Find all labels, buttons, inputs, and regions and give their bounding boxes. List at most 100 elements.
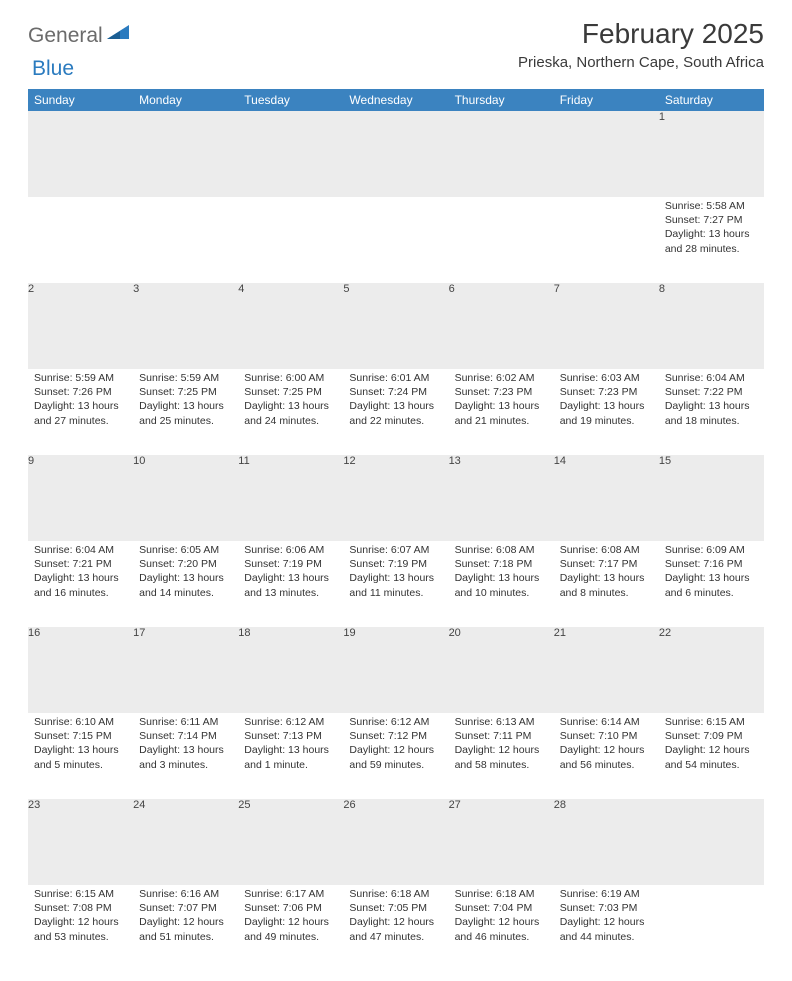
daylight-text: and 46 minutes. — [455, 930, 548, 944]
daylight-text: and 13 minutes. — [244, 586, 337, 600]
sunset-text: Sunset: 7:27 PM — [665, 213, 758, 227]
sunset-text: Sunset: 7:09 PM — [665, 729, 758, 743]
sunset-text: Sunset: 7:07 PM — [139, 901, 232, 915]
logo-word1: General — [28, 24, 103, 48]
sunrise-text: Sunrise: 6:18 AM — [349, 887, 442, 901]
day-cell-body: Sunrise: 6:08 AMSunset: 7:17 PMDaylight:… — [554, 541, 659, 604]
day-cell-body: Sunrise: 6:12 AMSunset: 7:12 PMDaylight:… — [343, 713, 448, 776]
daylight-text: Daylight: 13 hours — [560, 399, 653, 413]
calendar-table: Sunday Monday Tuesday Wednesday Thursday… — [28, 89, 764, 971]
day-number-cell: 19 — [343, 627, 448, 713]
day-cell-body: Sunrise: 6:18 AMSunset: 7:04 PMDaylight:… — [449, 885, 554, 948]
day-cell-body: Sunrise: 6:16 AMSunset: 7:07 PMDaylight:… — [133, 885, 238, 948]
day-cell-body: Sunrise: 6:09 AMSunset: 7:16 PMDaylight:… — [659, 541, 764, 604]
day-cell: Sunrise: 6:15 AMSunset: 7:09 PMDaylight:… — [659, 713, 764, 799]
day-number-cell: 14 — [554, 455, 659, 541]
day-number-cell: 5 — [343, 283, 448, 369]
day-number-cell: 23 — [28, 799, 133, 885]
day-cell — [238, 197, 343, 283]
daylight-text: Daylight: 13 hours — [139, 399, 232, 413]
daylight-text: Daylight: 13 hours — [244, 743, 337, 757]
sunset-text: Sunset: 7:25 PM — [139, 385, 232, 399]
sunset-text: Sunset: 7:24 PM — [349, 385, 442, 399]
day-cell: Sunrise: 6:04 AMSunset: 7:21 PMDaylight:… — [28, 541, 133, 627]
sunrise-text: Sunrise: 6:17 AM — [244, 887, 337, 901]
sunrise-text: Sunrise: 6:10 AM — [34, 715, 127, 729]
day-cell — [659, 885, 764, 971]
daylight-text: and 59 minutes. — [349, 758, 442, 772]
daylight-text: Daylight: 12 hours — [560, 915, 653, 929]
daylight-text: Daylight: 13 hours — [34, 399, 127, 413]
day-cell-body: Sunrise: 6:04 AMSunset: 7:21 PMDaylight:… — [28, 541, 133, 604]
sunset-text: Sunset: 7:19 PM — [244, 557, 337, 571]
sunset-text: Sunset: 7:26 PM — [34, 385, 127, 399]
sunset-text: Sunset: 7:03 PM — [560, 901, 653, 915]
daylight-text: Daylight: 13 hours — [665, 227, 758, 241]
daylight-text: Daylight: 12 hours — [139, 915, 232, 929]
day-cell-body: Sunrise: 6:00 AMSunset: 7:25 PMDaylight:… — [238, 369, 343, 432]
daylight-text: Daylight: 12 hours — [665, 743, 758, 757]
sunrise-text: Sunrise: 6:12 AM — [244, 715, 337, 729]
day-content-row: Sunrise: 6:15 AMSunset: 7:08 PMDaylight:… — [28, 885, 764, 971]
day-cell-body: Sunrise: 5:58 AMSunset: 7:27 PMDaylight:… — [659, 197, 764, 260]
day-cell: Sunrise: 6:06 AMSunset: 7:19 PMDaylight:… — [238, 541, 343, 627]
sunrise-text: Sunrise: 6:19 AM — [560, 887, 653, 901]
day-cell: Sunrise: 6:16 AMSunset: 7:07 PMDaylight:… — [133, 885, 238, 971]
day-content-row: Sunrise: 6:04 AMSunset: 7:21 PMDaylight:… — [28, 541, 764, 627]
day-number-row: 9101112131415 — [28, 455, 764, 541]
sunrise-text: Sunrise: 6:15 AM — [665, 715, 758, 729]
month-title: February 2025 — [518, 18, 764, 50]
day-number-row: 1 — [28, 111, 764, 197]
sunset-text: Sunset: 7:14 PM — [139, 729, 232, 743]
day-cell-body: Sunrise: 6:03 AMSunset: 7:23 PMDaylight:… — [554, 369, 659, 432]
day-number-cell: 28 — [554, 799, 659, 885]
sunrise-text: Sunrise: 6:08 AM — [560, 543, 653, 557]
sunrise-text: Sunrise: 6:07 AM — [349, 543, 442, 557]
day-number-row: 16171819202122 — [28, 627, 764, 713]
day-cell-body: Sunrise: 6:02 AMSunset: 7:23 PMDaylight:… — [449, 369, 554, 432]
day-cell: Sunrise: 5:59 AMSunset: 7:26 PMDaylight:… — [28, 369, 133, 455]
sunrise-text: Sunrise: 6:08 AM — [455, 543, 548, 557]
weekday-header: Saturday — [659, 89, 764, 111]
day-cell: Sunrise: 6:00 AMSunset: 7:25 PMDaylight:… — [238, 369, 343, 455]
sunset-text: Sunset: 7:06 PM — [244, 901, 337, 915]
daylight-text: and 58 minutes. — [455, 758, 548, 772]
sunrise-text: Sunrise: 6:12 AM — [349, 715, 442, 729]
sunrise-text: Sunrise: 6:02 AM — [455, 371, 548, 385]
daylight-text: and 49 minutes. — [244, 930, 337, 944]
daylight-text: Daylight: 13 hours — [34, 571, 127, 585]
logo-word2: Blue — [32, 57, 74, 81]
page: General February 2025 Prieska, Northern … — [0, 0, 792, 981]
day-cell-body: Sunrise: 6:19 AMSunset: 7:03 PMDaylight:… — [554, 885, 659, 948]
day-cell-body: Sunrise: 6:17 AMSunset: 7:06 PMDaylight:… — [238, 885, 343, 948]
day-number-cell: 10 — [133, 455, 238, 541]
weekday-header: Friday — [554, 89, 659, 111]
sunset-text: Sunset: 7:12 PM — [349, 729, 442, 743]
daylight-text: and 21 minutes. — [455, 414, 548, 428]
sunset-text: Sunset: 7:20 PM — [139, 557, 232, 571]
day-number-cell: 15 — [659, 455, 764, 541]
sunset-text: Sunset: 7:19 PM — [349, 557, 442, 571]
daylight-text: Daylight: 13 hours — [34, 743, 127, 757]
day-number-cell: 24 — [133, 799, 238, 885]
day-cell: Sunrise: 5:58 AMSunset: 7:27 PMDaylight:… — [659, 197, 764, 283]
day-content-row: Sunrise: 5:58 AMSunset: 7:27 PMDaylight:… — [28, 197, 764, 283]
daylight-text: and 47 minutes. — [349, 930, 442, 944]
day-cell-body: Sunrise: 6:10 AMSunset: 7:15 PMDaylight:… — [28, 713, 133, 776]
day-cell: Sunrise: 6:02 AMSunset: 7:23 PMDaylight:… — [449, 369, 554, 455]
daylight-text: Daylight: 13 hours — [455, 571, 548, 585]
day-number-cell: 1 — [659, 111, 764, 197]
day-number-cell: 4 — [238, 283, 343, 369]
daylight-text: Daylight: 13 hours — [349, 399, 442, 413]
sunset-text: Sunset: 7:17 PM — [560, 557, 653, 571]
daylight-text: and 24 minutes. — [244, 414, 337, 428]
weekday-header: Sunday — [28, 89, 133, 111]
daylight-text: and 25 minutes. — [139, 414, 232, 428]
day-cell — [133, 197, 238, 283]
day-content-row: Sunrise: 6:10 AMSunset: 7:15 PMDaylight:… — [28, 713, 764, 799]
day-cell: Sunrise: 6:17 AMSunset: 7:06 PMDaylight:… — [238, 885, 343, 971]
day-cell-body: Sunrise: 6:13 AMSunset: 7:11 PMDaylight:… — [449, 713, 554, 776]
daylight-text: and 53 minutes. — [34, 930, 127, 944]
day-number-cell — [659, 799, 764, 885]
daylight-text: Daylight: 12 hours — [455, 743, 548, 757]
